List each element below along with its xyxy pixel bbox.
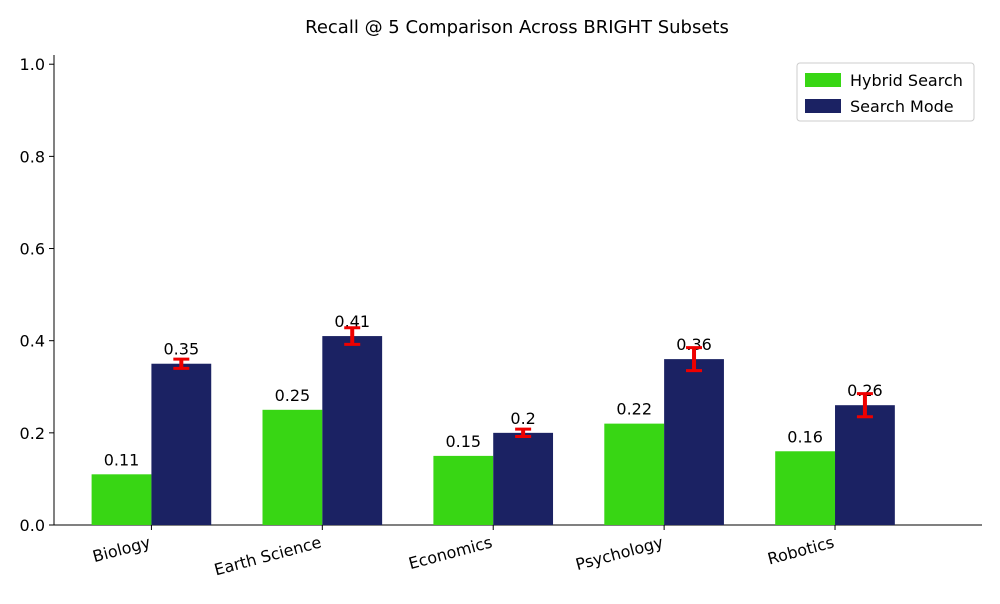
- x-tick-label: Biology: [90, 533, 152, 567]
- y-tick-label: 1.0: [20, 55, 45, 74]
- bar: [493, 432, 554, 525]
- bar: [835, 405, 895, 525]
- y-tick-label: 0.4: [20, 332, 45, 351]
- x-tick-label: Earth Science: [212, 533, 323, 580]
- bar-value-label: 0.26: [847, 381, 883, 400]
- bar: [604, 423, 665, 525]
- legend-frame: [796, 62, 975, 122]
- legend-swatch: [805, 99, 841, 113]
- bar-value-label: 0.41: [334, 312, 370, 331]
- legend-label: Hybrid Search: [850, 71, 963, 90]
- y-tick-label: 0.2: [20, 424, 45, 443]
- legend-label: Search Mode: [850, 97, 954, 116]
- y-tick-label: 0.0: [20, 516, 45, 535]
- x-tick-label: Robotics: [765, 533, 836, 569]
- chart-title: Recall @ 5 Comparison Across BRIGHT Subs…: [305, 17, 729, 38]
- bar: [91, 474, 152, 525]
- legend-swatch: [805, 73, 841, 87]
- bar-value-label: 0.15: [445, 432, 481, 451]
- y-tick-label: 0.8: [20, 147, 45, 166]
- x-tick-label: Economics: [406, 533, 494, 574]
- bar: [262, 409, 323, 525]
- bar-value-label: 0.16: [787, 427, 823, 446]
- y-tick-label: 0.6: [20, 240, 45, 259]
- x-tick-label: Psychology: [574, 533, 666, 575]
- bar: [322, 336, 383, 525]
- plot-area: 0.0 0.2 0.4 0.6 0.8 1.0 0.11 0.35 Biology 0.25 0.4…: [20, 55, 982, 579]
- legend: Hybrid Search Search Mode: [796, 62, 975, 122]
- bar-value-label: 0.36: [676, 335, 712, 354]
- bar: [664, 359, 724, 525]
- bar-value-label: 0.11: [104, 450, 140, 469]
- bar-value-label: 0.25: [275, 386, 311, 405]
- bar: [433, 455, 494, 525]
- bar-value-label: 0.2: [510, 409, 535, 428]
- bar-value-label: 0.22: [616, 400, 652, 419]
- bar: [775, 451, 836, 525]
- bar: [151, 363, 212, 525]
- bar-value-label: 0.35: [164, 340, 200, 359]
